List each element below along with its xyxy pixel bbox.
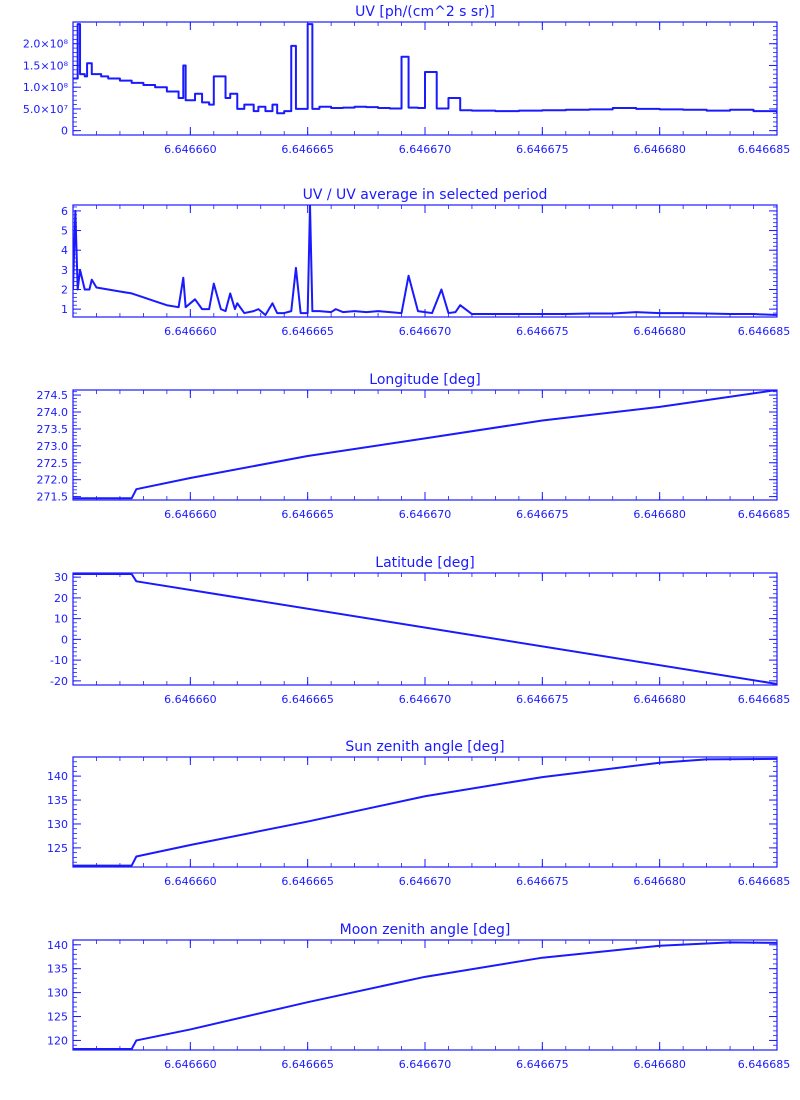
panel-title: Sun zenith angle [deg]: [345, 739, 504, 755]
panel-uv_ratio: UV / UV average in selected period 6.6466…: [61, 187, 790, 338]
panel-title: UV / UV average in selected period: [303, 187, 548, 203]
x-tick-label: 6.646680: [633, 693, 686, 706]
x-tick-label: 6.646675: [516, 143, 569, 156]
y-tick-label: 5: [61, 225, 68, 238]
y-tick-label: 135: [47, 794, 68, 807]
y-tick-label: 273.5: [37, 423, 69, 436]
y-tick-label: 1.5×10⁸: [23, 59, 69, 72]
x-tick-label: 6.646680: [633, 875, 686, 888]
y-tick-label: 30: [54, 571, 68, 584]
panel-title: Longitude [deg]: [369, 372, 480, 388]
y-tick-label: 10: [54, 613, 68, 626]
x-tick-label: 6.646680: [633, 143, 686, 156]
y-tick-label: 140: [47, 939, 68, 952]
x-tick-label: 6.646665: [281, 875, 334, 888]
x-tick-label: 6.646685: [738, 693, 791, 706]
y-tick-label: 2.0×10⁸: [23, 38, 69, 51]
y-tick-label: 272.0: [37, 474, 69, 487]
y-tick-label: 2: [61, 283, 68, 296]
x-tick-label: 6.646675: [516, 693, 569, 706]
y-tick-label: 130: [47, 987, 68, 1000]
y-tick-label: 120: [47, 1034, 68, 1047]
x-tick-label: 6.646665: [281, 325, 334, 338]
series-line-latitude: [73, 573, 777, 685]
y-tick-label: 271.5: [37, 491, 69, 504]
y-tick-label: -10: [50, 654, 68, 667]
series-line-moon_zenith: [73, 941, 777, 1050]
series-line-uv: [73, 23, 777, 115]
x-tick-label: 6.646670: [399, 143, 452, 156]
x-tick-label: 6.646665: [281, 1058, 334, 1071]
panel-title: Moon zenith angle [deg]: [340, 922, 511, 938]
x-tick-label: 6.646670: [399, 693, 452, 706]
x-tick-label: 6.646680: [633, 325, 686, 338]
y-tick-label: 6: [61, 205, 68, 218]
x-tick-label: 6.646685: [738, 143, 791, 156]
y-tick-label: 1: [61, 303, 68, 316]
plot-frame: [72, 204, 778, 318]
x-tick-label: 6.646670: [399, 325, 452, 338]
y-tick-label: 0: [61, 633, 68, 646]
x-tick-label: 6.646685: [738, 508, 791, 521]
x-tick-label: 6.646660: [164, 143, 217, 156]
y-tick-label: 140: [47, 770, 68, 783]
y-tick-label: 125: [47, 1011, 68, 1024]
panel-title: Latitude [deg]: [375, 555, 474, 571]
panel-uv: UV [ph/(cm^2 s sr)] 6.646660 6.646665 6.646…: [23, 4, 790, 156]
y-tick-label: 274.5: [37, 389, 69, 402]
y-tick-label: 3: [61, 264, 68, 277]
x-tick-label: 6.646685: [738, 325, 791, 338]
panel-sun_zenith: Sun zenith angle [deg] 6.646660 6.646665 6.…: [47, 739, 790, 888]
y-tick-label: 130: [47, 818, 68, 831]
series-line-sun_zenith: [73, 757, 777, 867]
x-tick-label: 6.646685: [738, 1058, 791, 1071]
y-tick-label: -20: [50, 675, 68, 688]
x-tick-label: 6.646685: [738, 875, 791, 888]
x-tick-label: 6.646660: [164, 1058, 217, 1071]
x-tick-label: 6.646660: [164, 875, 217, 888]
plot-frame: [72, 756, 778, 868]
y-tick-label: 4: [61, 244, 68, 257]
x-tick-label: 6.646670: [399, 875, 452, 888]
x-tick-label: 6.646680: [633, 1058, 686, 1071]
series-line-uv_ratio: [73, 205, 777, 317]
x-tick-label: 6.646665: [281, 508, 334, 521]
x-tick-label: 6.646680: [633, 508, 686, 521]
x-tick-label: 6.646675: [516, 875, 569, 888]
x-tick-label: 6.646675: [516, 325, 569, 338]
y-tick-label: 5.0×10⁷: [23, 103, 68, 116]
x-tick-label: 6.646670: [399, 508, 452, 521]
x-tick-label: 6.646675: [516, 1058, 569, 1071]
y-tick-label: 1.0×10⁸: [23, 81, 69, 94]
series-line-longitude: [73, 390, 777, 500]
y-tick-label: 20: [54, 592, 68, 605]
x-tick-label: 6.646670: [399, 1058, 452, 1071]
x-tick-label: 6.646665: [281, 143, 334, 156]
panel-moon_zenith: Moon zenith angle [deg] 6.646660 6.646665 6…: [47, 922, 790, 1071]
x-tick-label: 6.646660: [164, 693, 217, 706]
plot-frame: [72, 572, 778, 686]
panel-title: UV [ph/(cm^2 s sr)]: [355, 4, 495, 20]
y-tick-label: 272.5: [37, 457, 69, 470]
panel-latitude: Latitude [deg] 6.646660 6.646665 6.646670 6.…: [50, 555, 790, 706]
plot-frame: [72, 389, 778, 501]
x-tick-label: 6.646660: [164, 508, 217, 521]
y-tick-label: 125: [47, 842, 68, 855]
panel-longitude: Longitude [deg] 6.646660 6.646665 6.646670 6…: [37, 372, 791, 521]
plot-frame: [72, 939, 778, 1051]
y-tick-label: 0: [61, 125, 68, 138]
y-tick-label: 273.0: [37, 440, 69, 453]
y-tick-label: 274.0: [37, 406, 69, 419]
x-tick-label: 6.646675: [516, 508, 569, 521]
x-tick-label: 6.646660: [164, 325, 217, 338]
y-tick-label: 135: [47, 963, 68, 976]
x-tick-label: 6.646665: [281, 693, 334, 706]
